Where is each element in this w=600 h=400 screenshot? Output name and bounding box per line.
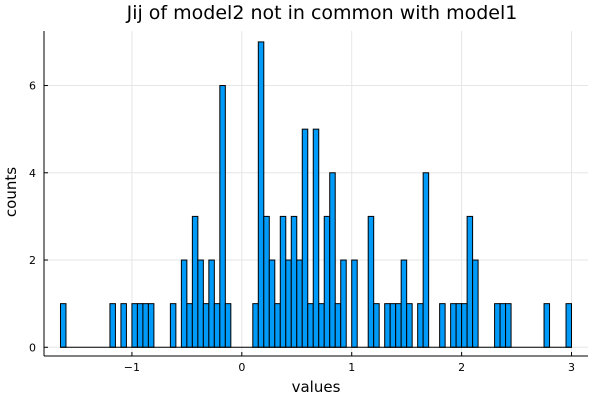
histogram-bar [565,303,573,348]
histogram-bar [461,303,468,348]
histogram-bar [263,215,270,348]
histogram-bar [450,303,457,348]
x-tick-label: 0 [238,361,245,374]
histogram-bar [109,303,116,348]
histogram-bar [494,303,501,348]
y-tick-label: 4 [29,167,36,180]
histogram-bar [439,303,446,348]
histogram-bar [318,303,325,348]
histogram-bar [367,215,375,348]
histogram-bar [296,259,303,348]
histogram-bar [395,303,402,348]
histogram-bar [340,259,347,348]
histogram-bar [120,303,127,348]
x-axis-label: values [292,378,341,396]
histogram-bar [351,259,358,348]
histogram-bar [505,303,512,348]
y-tick-label: 6 [29,80,36,93]
histogram-bar [191,215,199,348]
histogram-bar [285,259,292,348]
chart-title: Jij of model2 not in common with model1 [126,2,518,24]
y-tick-label: 2 [29,254,36,267]
histogram-bar [312,128,320,348]
histogram-bar [279,215,287,348]
y-tick-label: 0 [29,341,36,354]
histogram-bar [384,303,391,348]
histogram-bar [307,303,314,348]
histogram-bar [268,259,276,348]
histogram-bar [455,303,463,348]
histogram-bar [208,259,215,348]
x-tick-label: 1 [348,361,355,374]
histogram-bar [323,215,331,348]
histogram-bar [274,303,281,348]
ticks-layer: −1 0 1 2 3 0 2 4 6 [29,80,575,374]
histogram-bar [169,303,177,348]
histogram-bar [59,303,67,348]
histogram-bar [301,128,309,348]
histogram-bar [543,303,551,348]
histogram-bar [252,303,259,348]
histogram-bar [219,85,226,348]
histogram-bar [334,303,342,348]
histogram-bar [417,303,424,348]
histogram-bar [180,259,188,348]
histogram-bar [147,303,155,348]
histogram-bar [499,303,507,348]
histogram-bar [472,259,479,348]
bars-layer [59,41,573,348]
x-tick-label: 2 [458,361,465,374]
y-axis-label: counts [2,167,20,217]
histogram-bar [131,303,138,348]
histogram-bar [257,41,265,348]
histogram-bar [422,172,430,348]
x-tick-label: −1 [124,361,140,374]
histogram-bar [213,303,221,348]
histogram-bar [373,303,380,348]
histogram-bar [142,303,149,348]
x-tick-label: 3 [568,361,575,374]
histogram-bar [389,303,397,348]
histogram-bar [202,303,210,348]
histogram-bar [406,303,413,348]
histogram-bar [329,172,336,348]
histogram-bar [197,259,204,348]
histogram-bar [224,303,232,348]
histogram-bar [290,215,298,348]
histogram-bar [136,303,144,348]
histogram-bar [466,215,474,348]
histogram-bar [186,303,193,348]
histogram-bar [400,259,408,348]
